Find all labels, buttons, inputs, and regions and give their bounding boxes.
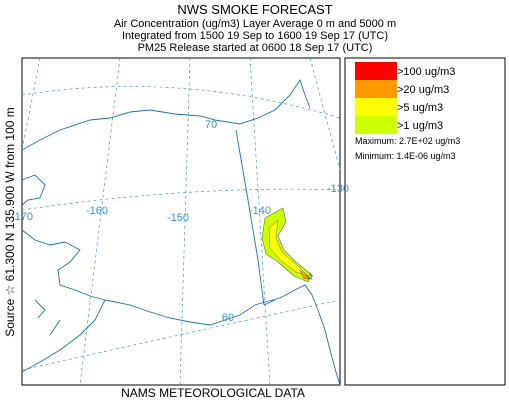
subtitle: Air Concentration (ug/m3) Layer Average … (114, 18, 396, 30)
grid-label: -160 (86, 205, 108, 217)
plume: ☆ (261, 207, 315, 283)
grid-label: 60 (222, 312, 234, 324)
grid-labels: 70 -170 -160 -150 -140 -130 60 (11, 119, 349, 324)
map-frame (21, 57, 341, 386)
title: NWS SMOKE FORECAST (177, 2, 332, 17)
source-marker: ☆ (306, 272, 315, 283)
legend-label: >1 ug/m3 (397, 120, 443, 132)
legend-swatch (355, 62, 397, 80)
legend: >100 ug/m3 >20 ug/m3 >5 ug/m3 >1 ug/m3 (355, 62, 455, 134)
legend-label: >100 ug/m3 (397, 66, 455, 78)
subtitle: PM25 Release started at 0600 18 Sep 17 (… (138, 42, 373, 54)
source-label: Source ☆ 61.300 N 135.900 W from 100 m (3, 107, 17, 337)
grid-label: -150 (167, 212, 189, 224)
legend-label: >20 ug/m3 (397, 84, 449, 96)
grid-label: -130 (327, 183, 349, 195)
grid-label: 70 (205, 119, 217, 131)
maximum: Maximum: 2.7E+02 ug/m3 (355, 136, 460, 146)
graticule (21, 57, 341, 386)
legend-swatch (355, 98, 397, 116)
footer: NAMS METEOROLOGICAL DATA (121, 386, 305, 400)
subtitle: Integrated from 1500 19 Sep to 1600 19 S… (122, 30, 388, 42)
legend-label: >5 ug/m3 (397, 102, 443, 114)
grid-label: -140 (249, 205, 271, 217)
minimum: Minimum: 1.4E-06 ug/m3 (355, 151, 456, 161)
grid-label: -170 (11, 211, 33, 223)
legend-swatch (355, 116, 397, 134)
coastline (21, 78, 341, 386)
legend-swatch (355, 80, 397, 98)
